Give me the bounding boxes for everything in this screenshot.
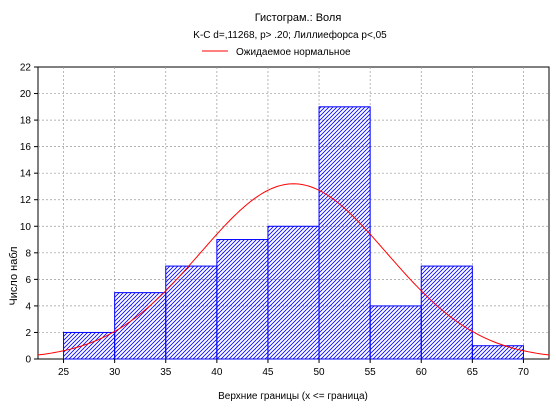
legend: Ожидаемое нормальное bbox=[202, 47, 351, 58]
y-tick-label-16: 16 bbox=[20, 142, 32, 153]
y-tick-label-6: 6 bbox=[25, 275, 31, 286]
y-axis-ticks: 0 2 4 6 8 10 12 14 16 18 20 22 bbox=[20, 63, 38, 366]
y-tick-label-10: 10 bbox=[20, 222, 32, 233]
chart-title: Гистограм.: Воля bbox=[255, 12, 342, 24]
y-tick-label-2: 2 bbox=[25, 328, 31, 339]
y-tick-label-8: 8 bbox=[25, 248, 31, 259]
y-tick-label-4: 4 bbox=[25, 301, 31, 312]
y-tick-label-0: 0 bbox=[25, 355, 31, 366]
y-tick-label-14: 14 bbox=[20, 169, 32, 180]
y-axis-label: Число набл bbox=[8, 246, 20, 305]
bar-40 bbox=[165, 265, 218, 360]
y-tick-label-20: 20 bbox=[20, 89, 32, 100]
x-tick-label-50: 50 bbox=[313, 367, 325, 378]
legend-label: Ожидаемое нормальное bbox=[236, 47, 351, 58]
x-tick-label-25: 25 bbox=[58, 367, 70, 378]
y-tick-label-12: 12 bbox=[20, 195, 32, 206]
x-tick-label-45: 45 bbox=[262, 367, 274, 378]
x-tick-label-35: 35 bbox=[160, 367, 172, 378]
y-tick-label-18: 18 bbox=[20, 116, 32, 127]
y-tick-label-22: 22 bbox=[20, 63, 32, 74]
x-tick-label-30: 30 bbox=[109, 367, 121, 378]
chart-subtitle: K-C d=,11268, p> .20; Лиллиефорса p<,05 bbox=[193, 29, 387, 41]
x-tick-label-60: 60 bbox=[416, 367, 428, 378]
x-axis-ticks: 25 30 35 40 45 50 55 60 65 70 bbox=[58, 359, 529, 378]
normal-curve-line bbox=[37, 183, 550, 356]
bar-65 bbox=[420, 265, 473, 360]
histogram-bars bbox=[63, 106, 524, 360]
bar-35 bbox=[114, 292, 167, 360]
bar-60 bbox=[369, 305, 422, 360]
bar-50 bbox=[267, 225, 320, 360]
bar-55 bbox=[318, 106, 371, 360]
x-tick-label-65: 65 bbox=[467, 367, 479, 378]
x-tick-label-40: 40 bbox=[211, 367, 223, 378]
x-tick-label-70: 70 bbox=[518, 367, 530, 378]
x-axis-label: Верхние границы (x <= граница) bbox=[218, 391, 368, 402]
bar-70 bbox=[471, 345, 524, 360]
x-tick-label-55: 55 bbox=[365, 367, 377, 378]
bar-45 bbox=[216, 239, 269, 360]
normal-curve bbox=[37, 183, 550, 356]
bar-30 bbox=[63, 331, 116, 360]
